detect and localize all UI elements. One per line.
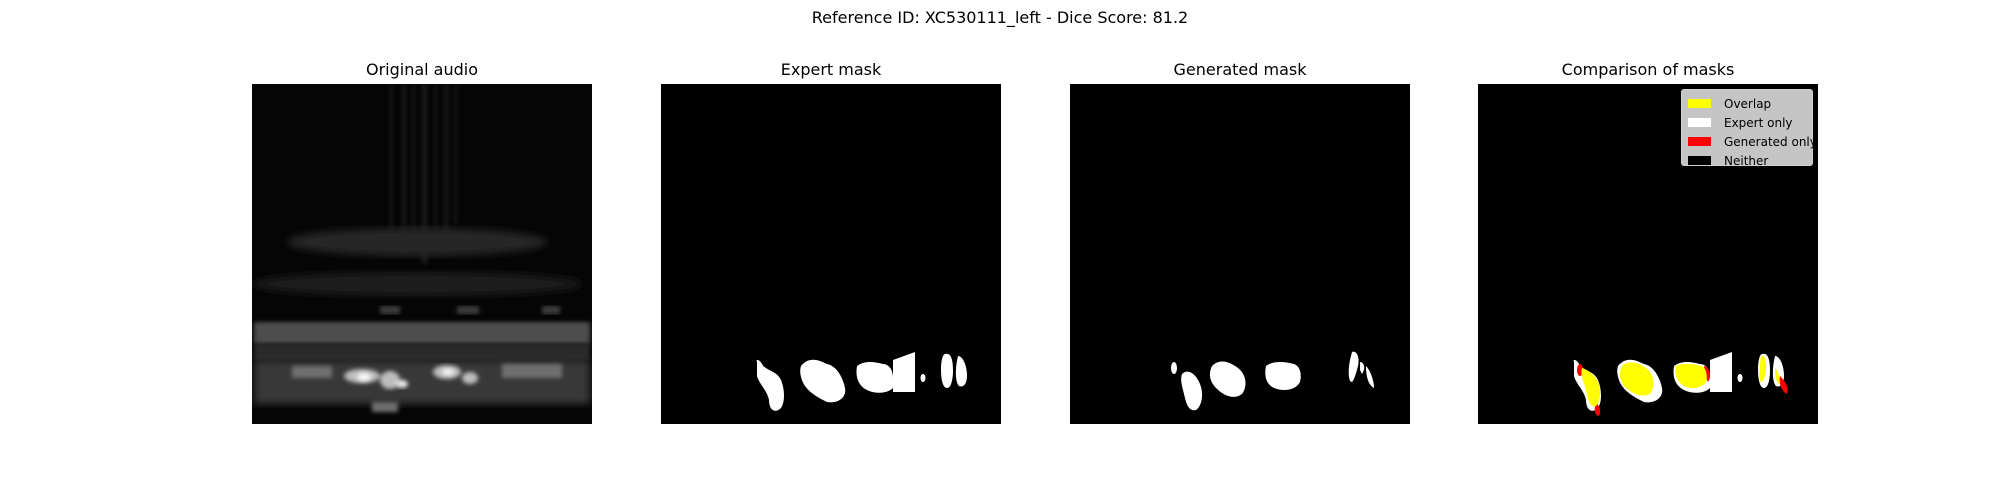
overlap-swatch — [1688, 99, 1711, 108]
legend-label-neither: Neither — [1724, 153, 1769, 168]
legend-item-overlap: Overlap — [1688, 94, 1806, 113]
expert-only-swatch — [1688, 118, 1711, 127]
original-audio-title: Original audio — [365, 60, 479, 79]
legend-item-neither: Neither — [1688, 151, 1806, 170]
comparison-mask-panel: Overlap Expert only Generated only Neith… — [1478, 84, 1818, 424]
legend-item-generated-only: Generated only — [1688, 132, 1817, 151]
generated-mask-image — [1070, 84, 1410, 424]
figure-title: Reference ID: XC530111_left - Dice Score… — [811, 8, 1189, 27]
legend-label-expert-only: Expert only — [1724, 115, 1793, 130]
expert-mask-panel — [661, 84, 1001, 424]
comparison-mask-title: Comparison of masks — [1561, 60, 1735, 79]
original-audio-spectrogram — [252, 84, 592, 424]
spectrogram-image — [252, 84, 592, 424]
legend-label-generated-only: Generated only — [1724, 134, 1817, 149]
expert-mask-image — [661, 84, 1001, 424]
legend-label-overlap: Overlap — [1724, 96, 1772, 111]
expert-mask-title: Expert mask — [780, 60, 882, 79]
mask-legend: Overlap Expert only Generated only Neith… — [1681, 89, 1817, 168]
legend-item-expert-only: Expert only — [1688, 113, 1806, 132]
generated-mask-title: Generated mask — [1173, 60, 1307, 79]
neither-swatch — [1688, 156, 1711, 165]
generated-mask-panel — [1070, 84, 1410, 424]
comparison-mask-image — [1478, 84, 1818, 424]
generated-only-swatch — [1688, 137, 1711, 146]
